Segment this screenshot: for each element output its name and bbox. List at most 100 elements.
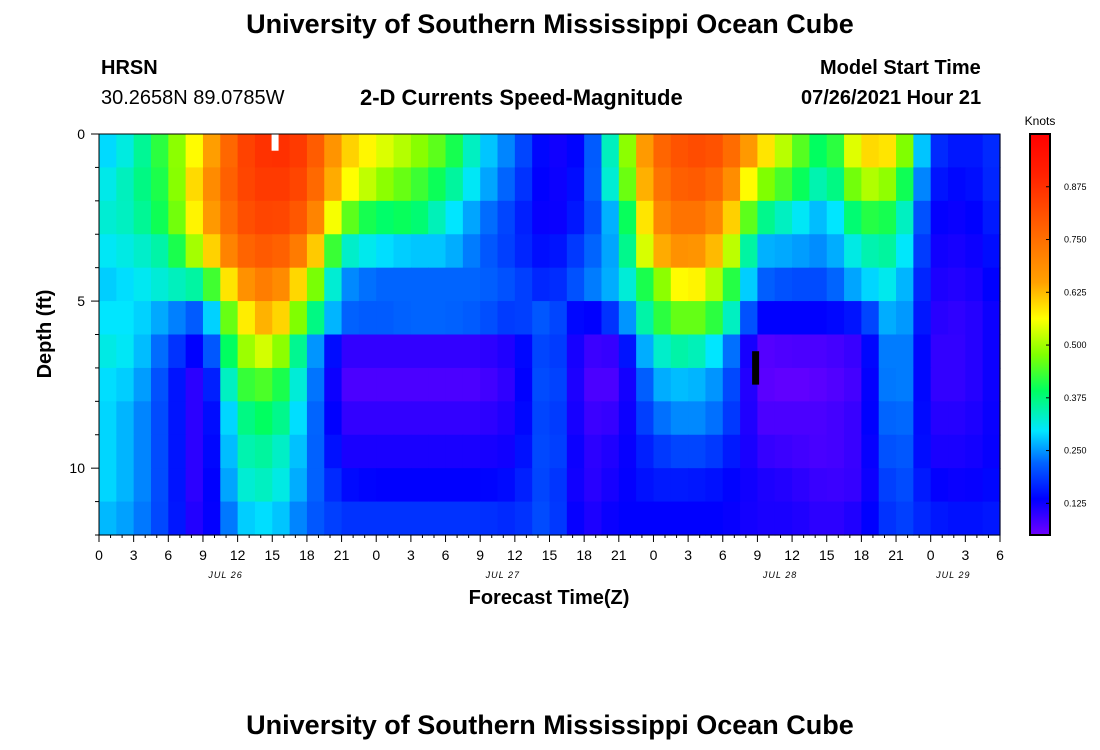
- x-axis-label: Forecast Time(Z): [469, 587, 630, 609]
- heatmap-cell: [913, 234, 932, 269]
- heatmap-cell: [549, 367, 568, 402]
- heatmap-cell: [878, 401, 897, 436]
- heatmap-cell: [896, 401, 914, 436]
- heatmap-cell: [480, 367, 499, 402]
- heatmap-cell: [896, 301, 914, 336]
- heatmap-cell: [514, 434, 533, 469]
- heatmap-cell: [792, 301, 811, 336]
- heatmap-cell: [722, 200, 741, 235]
- heatmap-cell: [809, 468, 828, 503]
- heatmap-cell: [688, 401, 707, 436]
- heatmap-cell: [341, 200, 360, 235]
- heatmap-cell: [618, 401, 637, 436]
- heatmap-cell: [566, 401, 585, 436]
- heatmap-cell: [99, 334, 117, 369]
- heatmap-cell: [116, 501, 135, 536]
- heatmap-cell: [844, 468, 862, 503]
- station-coords: 30.2658N 89.0785W: [101, 87, 285, 109]
- heatmap-cell: [341, 134, 360, 169]
- heatmap-cell: [410, 434, 429, 469]
- heatmap-cell: [133, 468, 152, 503]
- heatmap-cell: [688, 267, 707, 302]
- heatmap-cell: [930, 501, 949, 536]
- heatmap-cell: [150, 434, 169, 469]
- heatmap-cell: [133, 134, 152, 169]
- heatmap-cell: [237, 200, 256, 235]
- heatmap-cell: [376, 468, 395, 503]
- heatmap-cell: [722, 334, 741, 369]
- heatmap-cell: [636, 234, 655, 269]
- heatmap-cell: [982, 501, 1001, 536]
- x-tick-label: 9: [476, 547, 484, 563]
- heatmap-cell: [376, 301, 395, 336]
- heatmap-cell: [306, 134, 325, 169]
- heatmap-cell: [809, 134, 828, 169]
- heatmap-cell: [774, 434, 793, 469]
- heatmap-cell: [861, 267, 880, 302]
- heatmap-cell: [913, 167, 932, 202]
- heatmap-cell: [99, 501, 117, 536]
- heatmap-cell: [584, 434, 603, 469]
- heatmap-cell: [410, 468, 429, 503]
- heatmap-cell: [584, 334, 603, 369]
- heatmap-cell: [289, 267, 308, 302]
- x-tick-label: 21: [888, 547, 904, 563]
- heatmap-cell: [532, 367, 551, 402]
- heatmap-cell: [497, 334, 516, 369]
- heatmap-cell: [289, 334, 308, 369]
- heatmap-cell: [792, 267, 811, 302]
- heatmap-cell: [740, 267, 759, 302]
- heatmap-cell: [532, 434, 551, 469]
- heatmap-cell: [202, 501, 221, 536]
- heatmap-cell: [601, 334, 620, 369]
- heatmap-cell: [428, 167, 447, 202]
- heatmap-cell: [826, 134, 845, 169]
- heatmap-cell: [220, 134, 239, 169]
- heatmap-cell: [254, 234, 273, 269]
- heatmap-cell: [237, 234, 256, 269]
- heatmap-cell: [324, 334, 343, 369]
- heatmap-cell: [722, 267, 741, 302]
- heatmap-cell: [272, 468, 291, 503]
- x-tick-label: 3: [684, 547, 692, 563]
- heatmap-cell: [185, 134, 204, 169]
- heatmap-cell: [896, 434, 914, 469]
- heatmap-cell: [636, 501, 655, 536]
- heatmap-cell: [705, 501, 724, 536]
- heatmap-cell: [480, 167, 499, 202]
- heatmap-cell: [740, 234, 759, 269]
- heatmap-cell: [844, 134, 862, 169]
- date-label: JUL 29: [935, 570, 970, 580]
- heatmap-cell: [237, 134, 256, 169]
- heatmap-cell: [202, 301, 221, 336]
- x-tick-label: 9: [754, 547, 762, 563]
- heatmap-cell: [757, 267, 776, 302]
- heatmap-cell: [566, 468, 585, 503]
- heatmap-cell: [792, 367, 811, 402]
- heatmap-cell: [376, 134, 395, 169]
- heatmap-cell: [722, 134, 741, 169]
- data-marker: [752, 351, 760, 385]
- heatmap-cell: [965, 267, 984, 302]
- heatmap-cell: [480, 434, 499, 469]
- heatmap-cell: [150, 367, 169, 402]
- heatmap-cell: [844, 367, 862, 402]
- heatmap-cell: [497, 468, 516, 503]
- heatmap-cell: [549, 501, 568, 536]
- heatmap-cell: [410, 134, 429, 169]
- heatmap-cell: [618, 200, 637, 235]
- heatmap-cell: [514, 334, 533, 369]
- heatmap-cell: [341, 501, 360, 536]
- heatmap-cell: [393, 501, 412, 536]
- heatmap-cell: [549, 234, 568, 269]
- heatmap-cell: [792, 134, 811, 169]
- heatmap-cell: [740, 401, 759, 436]
- heatmap-cell: [792, 501, 811, 536]
- colorbar: [1029, 133, 1051, 536]
- heatmap-cell: [601, 434, 620, 469]
- heatmap-cell: [497, 401, 516, 436]
- heatmap-cell: [982, 367, 1001, 402]
- colorbar-label: Knots: [1025, 114, 1056, 128]
- heatmap-cell: [844, 501, 862, 536]
